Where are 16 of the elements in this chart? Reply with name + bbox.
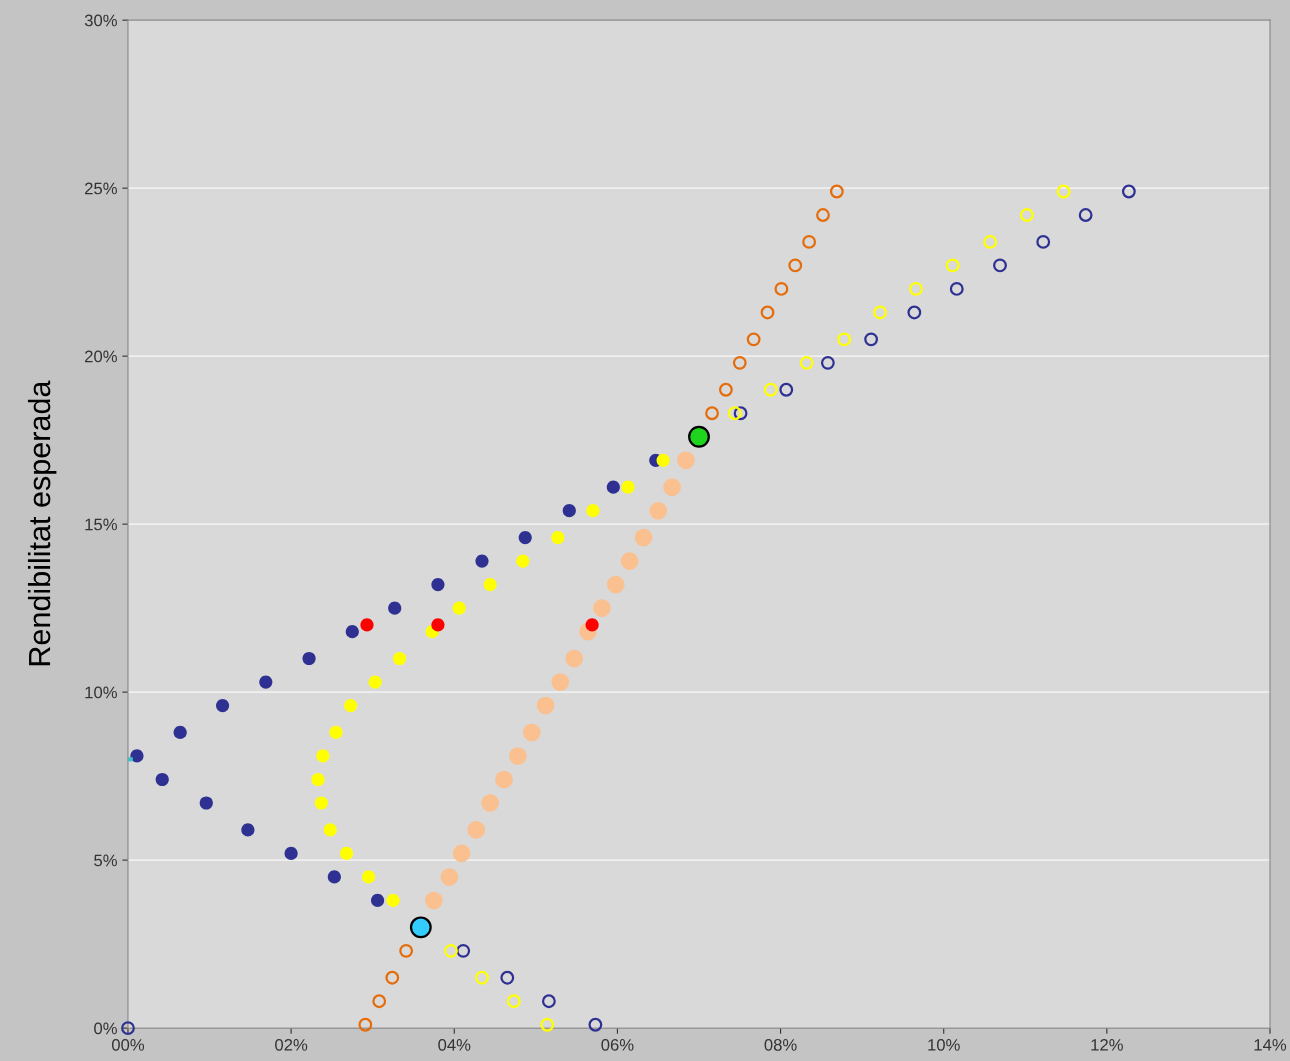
y-tick-label: 20% [85,350,117,363]
y-tick-label: 30% [84,14,117,27]
x-tick-label: 08% [764,1038,797,1051]
x-tick-label: 04% [438,1038,471,1051]
y-axis-title: Rendibilitat esperada [27,380,57,666]
y-tick-label: 25% [85,182,117,195]
x-tick-label: 06% [601,1038,634,1051]
y-tick-label: 15% [85,518,117,531]
x-tick-label: 12% [1091,1038,1123,1051]
x-tick-label: 10% [928,1038,960,1051]
x-tick-label: 14% [1254,1039,1287,1051]
y-tick-label: 10% [85,686,117,699]
x-tick-label: 02% [275,1038,308,1051]
y-tick-label: 5% [94,854,117,867]
y-tick-label: 0% [94,1022,117,1035]
x-tick-label: 00% [111,1038,145,1051]
